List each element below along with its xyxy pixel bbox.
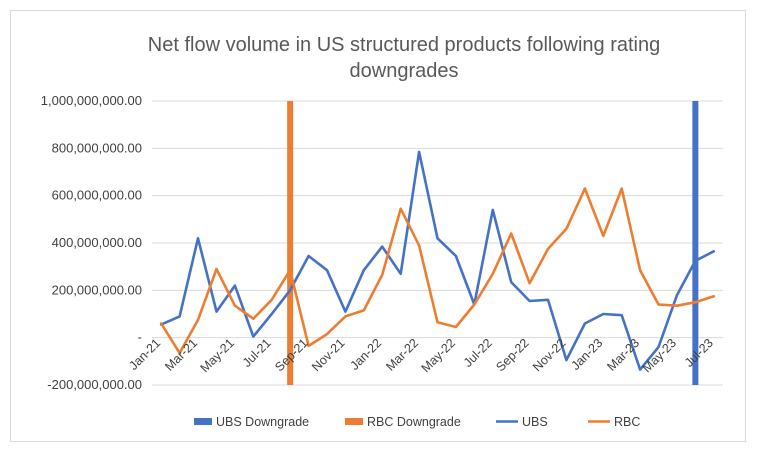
y-tick-label: 1,000,000,000.00 xyxy=(41,93,142,108)
legend: UBS Downgrade RBC Downgrade UBS RBC xyxy=(194,415,640,429)
y-tick-label: 400,000,000.00 xyxy=(52,235,142,250)
legend-label-rbc-downgrade: RBC Downgrade xyxy=(367,415,461,429)
x-tick-label: Jan-23 xyxy=(568,336,605,373)
y-tick-label: -200,000,000.00 xyxy=(47,377,142,392)
legend-label-ubs: UBS xyxy=(522,415,548,429)
series-line-ubs xyxy=(159,150,716,371)
x-tick-label: Mar-22 xyxy=(383,336,421,374)
gridlines xyxy=(152,100,723,386)
chart-title-line-2: downgrades xyxy=(350,60,459,82)
x-tick-label: May-21 xyxy=(198,336,237,375)
chart-title-line-1: Net flow volume in US structured product… xyxy=(148,34,660,56)
y-tick-label: 600,000,000.00 xyxy=(52,188,142,203)
x-tick-label: Jan-22 xyxy=(347,336,384,373)
legend-label-ubs-downgrade: UBS Downgrade xyxy=(216,415,309,429)
x-tick-label: Mar-23 xyxy=(604,336,642,374)
legend-label-rbc: RBC xyxy=(614,415,640,429)
x-tick-label: Sep-22 xyxy=(493,336,531,374)
x-tick-label: Jan-21 xyxy=(126,336,163,373)
chart-svg: Net flow volume in US structured product… xyxy=(41,34,723,429)
series-line-rbc xyxy=(159,187,716,355)
legend-swatch-rbc-downgrade xyxy=(345,418,363,425)
x-tick-label: Jul-21 xyxy=(240,336,274,370)
legend-swatch-ubs-downgrade xyxy=(194,418,212,425)
downgrade-markers xyxy=(287,101,699,385)
x-tick-label: Nov-22 xyxy=(530,336,568,374)
y-tick-label: 200,000,000.00 xyxy=(52,282,142,297)
y-axis-ticks: -200,000,000.00-200,000,000.00400,000,00… xyxy=(41,93,142,392)
x-tick-label: Jul-23 xyxy=(682,336,716,370)
x-tick-label: Jul-22 xyxy=(461,336,495,370)
chart-frame: Net flow volume in US structured product… xyxy=(10,10,746,442)
x-tick-label: May-22 xyxy=(419,336,458,375)
x-tick-label: Mar-21 xyxy=(162,336,200,374)
y-tick-label: - xyxy=(138,330,142,345)
y-tick-label: 800,000,000.00 xyxy=(52,140,142,155)
series-lines xyxy=(159,150,716,371)
